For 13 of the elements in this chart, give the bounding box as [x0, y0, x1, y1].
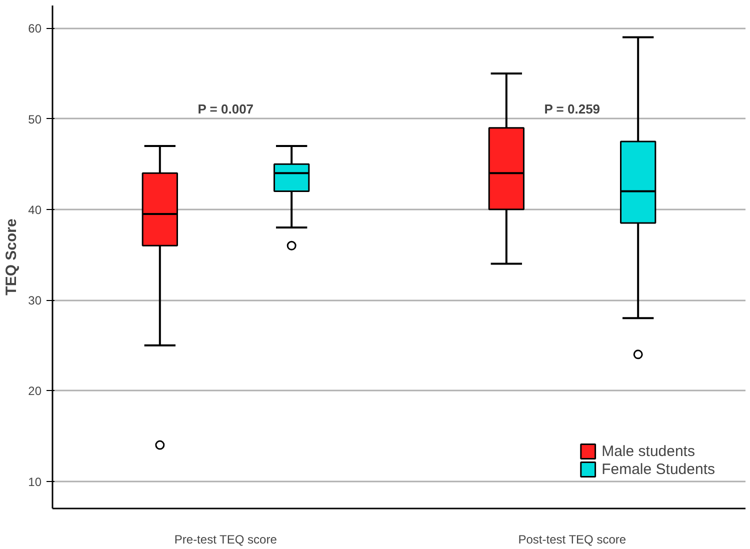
y-tick-label: 60 — [28, 22, 42, 36]
y-tick-label: 10 — [28, 474, 42, 489]
x-tick-label: Pre-test TEQ score — [174, 532, 278, 546]
y-tick-label: 20 — [28, 384, 42, 398]
y-tick-label: 40 — [28, 202, 42, 217]
legend-label: Male students — [602, 442, 695, 460]
annotation: P = 0.259 — [544, 102, 600, 116]
y-axis-title: TEQ Score — [3, 218, 20, 296]
y-tick-label: 30 — [28, 294, 42, 308]
y-tick-label: 50 — [28, 112, 42, 126]
x-tick-label: Post-test TEQ score — [518, 532, 626, 546]
annotation: P = 0.007 — [198, 102, 254, 116]
legend-label: Female Students — [602, 460, 715, 478]
